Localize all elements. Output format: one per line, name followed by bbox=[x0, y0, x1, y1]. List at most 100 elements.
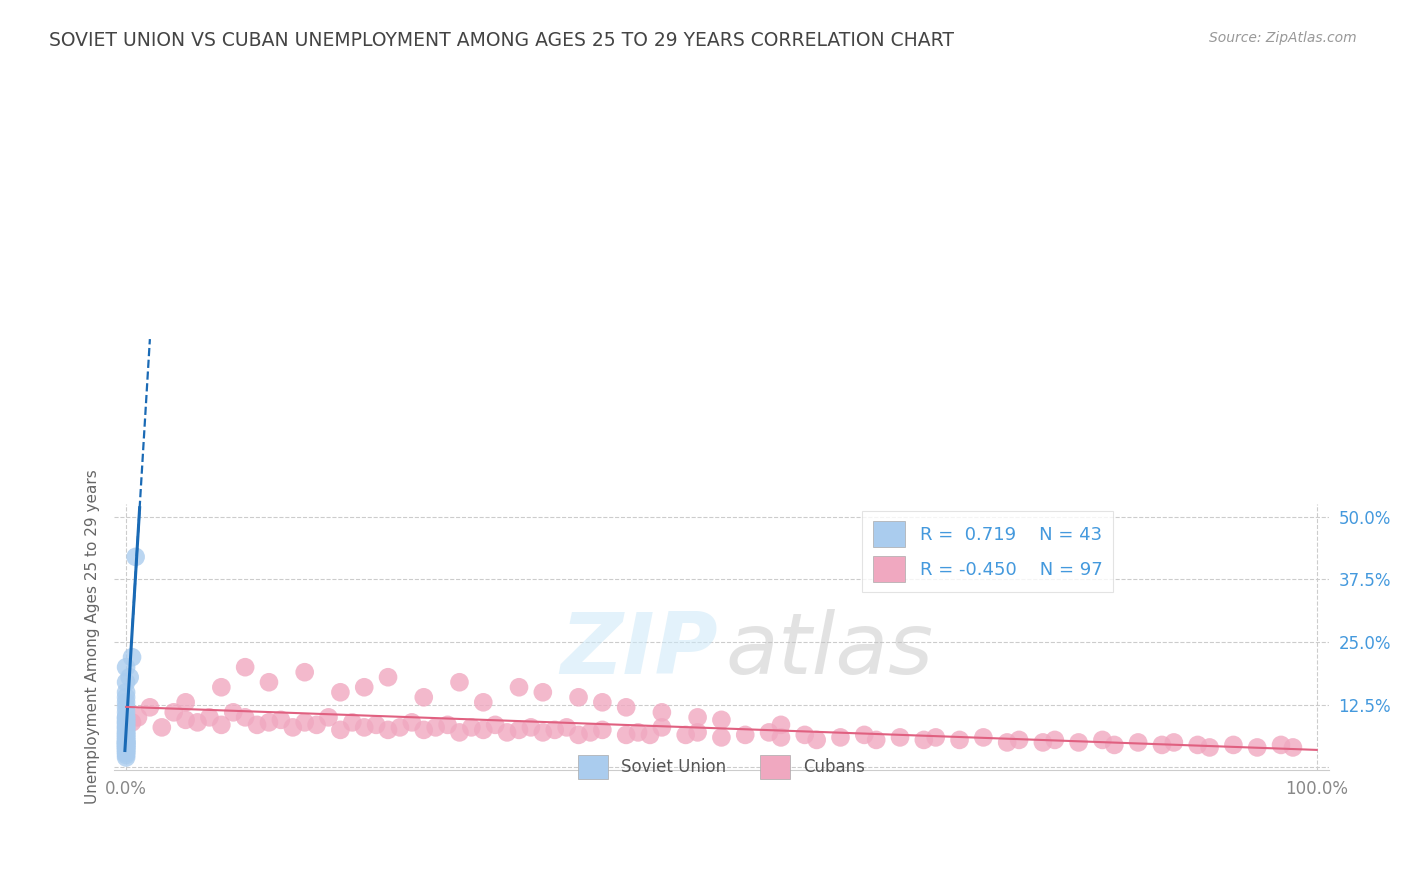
Point bbox=[734, 728, 756, 742]
Point bbox=[769, 718, 792, 732]
Point bbox=[353, 720, 375, 734]
Point bbox=[830, 731, 852, 745]
Point bbox=[115, 738, 138, 752]
Point bbox=[115, 725, 138, 739]
Point bbox=[115, 713, 138, 727]
Point bbox=[115, 685, 138, 699]
Point bbox=[508, 723, 530, 737]
Point bbox=[1163, 735, 1185, 749]
Point bbox=[710, 713, 733, 727]
Point bbox=[686, 725, 709, 739]
Point bbox=[366, 718, 388, 732]
Point bbox=[115, 731, 138, 745]
Point bbox=[115, 732, 138, 747]
Point bbox=[520, 720, 543, 734]
Point bbox=[1222, 738, 1244, 752]
Point bbox=[115, 710, 138, 724]
Text: Source: ZipAtlas.com: Source: ZipAtlas.com bbox=[1209, 31, 1357, 45]
Point bbox=[115, 735, 138, 749]
Point bbox=[1246, 740, 1268, 755]
Point bbox=[912, 732, 935, 747]
Point bbox=[425, 720, 447, 734]
Point bbox=[853, 728, 876, 742]
Point bbox=[186, 715, 208, 730]
Point bbox=[115, 746, 138, 760]
Y-axis label: Unemployment Among Ages 25 to 29 years: Unemployment Among Ages 25 to 29 years bbox=[86, 470, 100, 805]
Point bbox=[233, 660, 256, 674]
Point bbox=[1150, 738, 1173, 752]
Point bbox=[115, 740, 138, 755]
Point bbox=[115, 738, 138, 752]
Point bbox=[246, 718, 269, 732]
Point bbox=[1043, 732, 1066, 747]
Point bbox=[233, 710, 256, 724]
Point bbox=[591, 695, 613, 709]
Point bbox=[127, 710, 149, 724]
Text: atlas: atlas bbox=[725, 609, 934, 692]
Point bbox=[377, 670, 399, 684]
Point bbox=[329, 723, 352, 737]
Point bbox=[115, 746, 138, 760]
Point bbox=[508, 680, 530, 694]
Point bbox=[115, 750, 138, 764]
Point bbox=[531, 685, 554, 699]
Legend: Soviet Union, Cubans: Soviet Union, Cubans bbox=[571, 748, 872, 786]
Point bbox=[281, 720, 304, 734]
Point bbox=[115, 743, 138, 757]
Point bbox=[889, 731, 911, 745]
Point bbox=[567, 728, 589, 742]
Point bbox=[115, 700, 138, 714]
Point bbox=[793, 728, 815, 742]
Point bbox=[651, 720, 673, 734]
Point bbox=[270, 713, 292, 727]
Point bbox=[614, 728, 637, 742]
Point bbox=[257, 715, 280, 730]
Point bbox=[1104, 738, 1126, 752]
Point bbox=[222, 706, 245, 720]
Point bbox=[174, 695, 197, 709]
Point bbox=[115, 725, 138, 739]
Point bbox=[948, 732, 970, 747]
Point bbox=[401, 715, 423, 730]
Point bbox=[115, 718, 138, 732]
Point bbox=[318, 710, 340, 724]
Point bbox=[1282, 740, 1305, 755]
Point bbox=[1126, 735, 1149, 749]
Point bbox=[353, 680, 375, 694]
Point bbox=[257, 675, 280, 690]
Point bbox=[121, 650, 143, 665]
Point bbox=[651, 706, 673, 720]
Point bbox=[1008, 732, 1031, 747]
Point bbox=[591, 723, 613, 737]
Point bbox=[388, 720, 411, 734]
Point bbox=[115, 743, 138, 757]
Point bbox=[115, 740, 138, 755]
Point bbox=[115, 735, 138, 749]
Point bbox=[638, 728, 661, 742]
Point bbox=[115, 732, 138, 747]
Point bbox=[115, 715, 138, 730]
Point bbox=[472, 723, 495, 737]
Point bbox=[1198, 740, 1220, 755]
Point bbox=[209, 718, 232, 732]
Point bbox=[865, 732, 887, 747]
Point bbox=[769, 731, 792, 745]
Point bbox=[555, 720, 578, 734]
Point bbox=[115, 715, 138, 730]
Point bbox=[496, 725, 519, 739]
Point bbox=[460, 720, 482, 734]
Point bbox=[544, 723, 567, 737]
Point bbox=[294, 665, 316, 680]
Point bbox=[449, 725, 471, 739]
Point bbox=[150, 720, 173, 734]
Point bbox=[686, 710, 709, 724]
Point bbox=[118, 670, 141, 684]
Point bbox=[329, 685, 352, 699]
Point bbox=[115, 747, 138, 762]
Point bbox=[675, 728, 697, 742]
Point bbox=[579, 725, 602, 739]
Point bbox=[115, 706, 138, 720]
Point bbox=[436, 718, 458, 732]
Point bbox=[412, 690, 434, 705]
Point bbox=[614, 700, 637, 714]
